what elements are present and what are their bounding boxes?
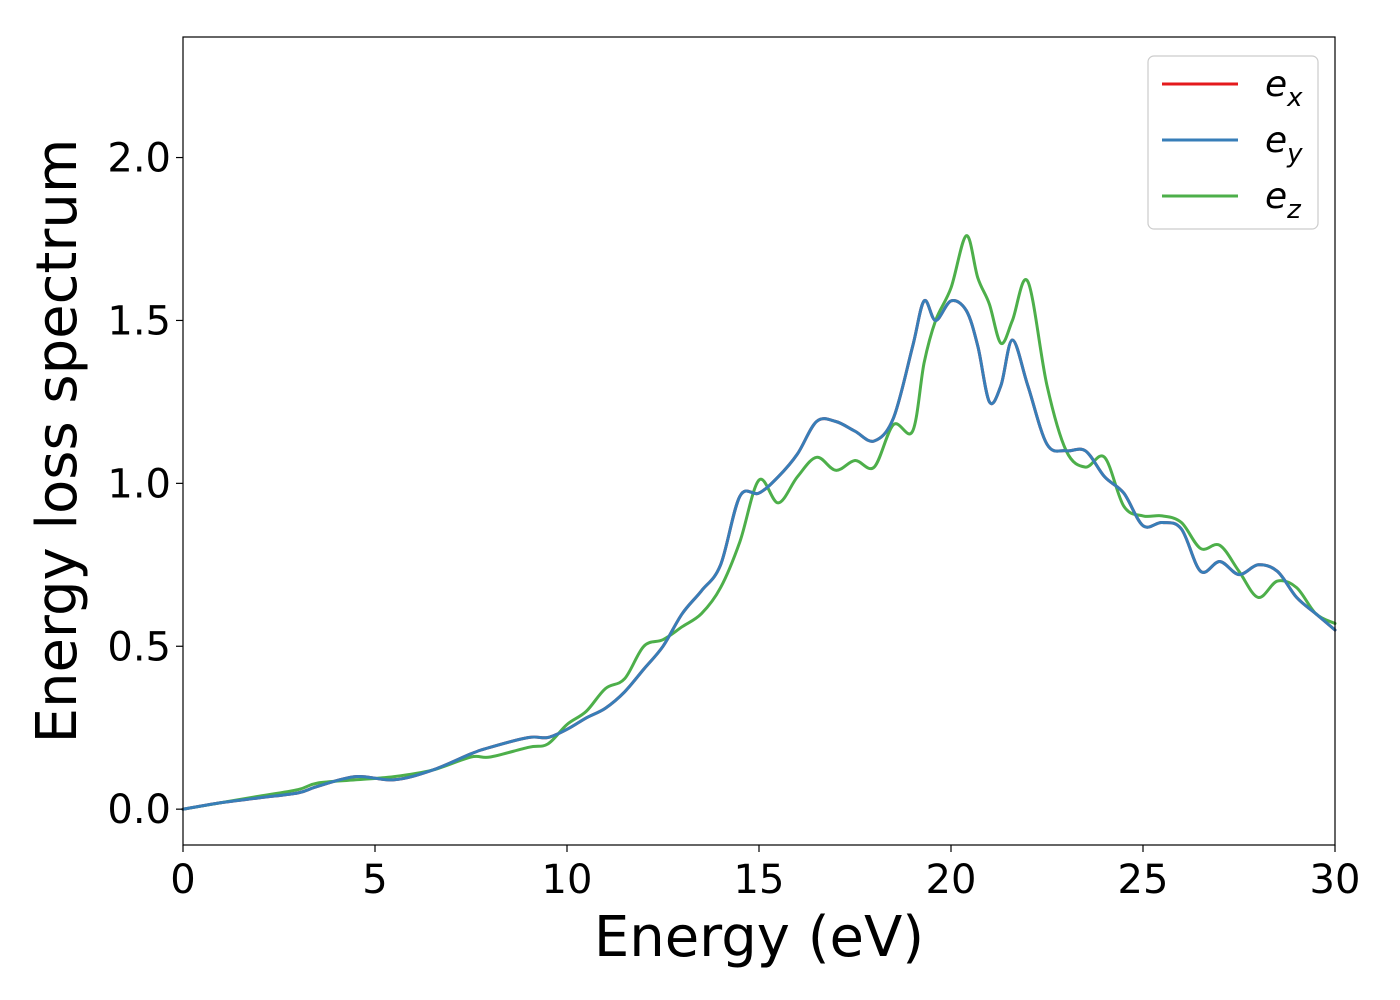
legend-label-ey: ey	[1265, 120, 1303, 169]
y-tick-label: 1.5	[107, 298, 171, 344]
y-tick-label: 2.0	[107, 136, 171, 182]
y-tick-label: 1.0	[107, 461, 171, 507]
x-axis: 0 5 10 15 20 25 30	[170, 845, 1360, 903]
x-axis-title: Energy (eV)	[594, 905, 924, 970]
x-tick-label: 10	[542, 857, 593, 903]
x-tick-label: 5	[362, 857, 387, 903]
legend-label-ex: ex	[1265, 64, 1303, 113]
x-tick-label: 30	[1310, 857, 1361, 903]
x-tick-label: 20	[926, 857, 977, 903]
x-tick-label: 15	[734, 857, 785, 903]
legend: ex ey ez	[1147, 55, 1319, 230]
y-tick-label: 0.5	[107, 624, 171, 670]
y-axis: 0.0 0.5 1.0 1.5 2.0	[107, 136, 183, 833]
series-layer	[181, 234, 1337, 811]
legend-box	[1147, 55, 1319, 230]
series-line-ey	[181, 299, 1337, 811]
x-tick-label: 25	[1118, 857, 1169, 903]
legend-label-ez: ez	[1265, 176, 1302, 225]
y-tick-label: 0.0	[107, 787, 171, 833]
x-tick-label: 0	[170, 857, 195, 903]
y-axis-title: Energy loss spectrum	[25, 139, 90, 744]
series-line-ez	[181, 234, 1337, 811]
